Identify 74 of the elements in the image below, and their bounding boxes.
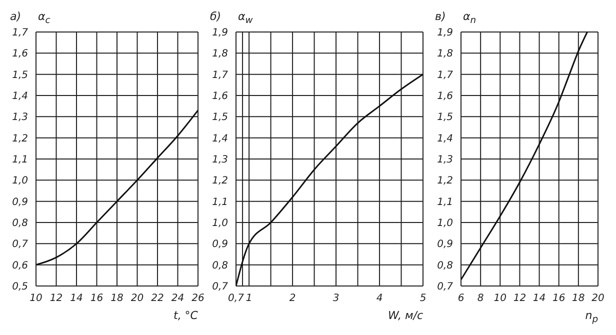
x-tick-label: 26 xyxy=(192,293,204,304)
y-tick-label: 1,3 xyxy=(212,154,228,166)
x-tick-label: 12 xyxy=(50,293,63,304)
line-series xyxy=(461,32,588,280)
y-tick-label: 0,6 xyxy=(12,260,28,272)
x-tick-label: 18 xyxy=(572,293,585,304)
x-tick-label: 22 xyxy=(151,293,164,304)
x-tick-label: 24 xyxy=(171,293,184,304)
y-tick-label: 0,8 xyxy=(212,260,228,272)
y-tick-label: 1,5 xyxy=(437,112,453,124)
y-tick-label: 1,7 xyxy=(212,70,229,81)
x-tick-label: 12 xyxy=(513,293,526,304)
x-tick-label: 10 xyxy=(494,293,507,304)
x-tick-label: 2 xyxy=(289,293,296,304)
x-tick-label: 10 xyxy=(30,293,42,304)
y-tick-label: 1,0 xyxy=(212,218,228,230)
y-tick-label: 0,9 xyxy=(212,239,228,250)
chart-title: б) xyxy=(210,10,222,23)
y-tick-label: 1,0 xyxy=(12,176,28,187)
x-tick-label: 4 xyxy=(376,293,383,304)
y-tick-label: 1,5 xyxy=(12,70,28,81)
y-tick-label: 1,0 xyxy=(437,218,453,230)
y-tick-label: 1,9 xyxy=(437,28,453,39)
y-tick-label: 1,3 xyxy=(12,112,28,124)
x-tick-label: 0,7 xyxy=(228,293,245,304)
chart-title: в) xyxy=(435,10,446,23)
y-tick-label: 0,5 xyxy=(12,282,28,293)
y-tick-label: 1,2 xyxy=(12,133,28,144)
y-tick-label: 1,8 xyxy=(437,48,453,60)
y-tick-label: 1,1 xyxy=(12,154,28,166)
y-tick-label: 1,8 xyxy=(212,48,228,60)
y-tick-label: 0,7 xyxy=(437,282,454,293)
x-tick-label: 3 xyxy=(332,293,340,304)
y-tick-label: 1,2 xyxy=(212,176,228,187)
y-axis-title: α$_{n}$ xyxy=(463,10,476,26)
y-tick-label: 1,4 xyxy=(212,133,228,144)
y-tick-label: 1,9 xyxy=(212,28,228,39)
x-tick-label: 6 xyxy=(458,293,464,304)
y-tick-label: 0,9 xyxy=(12,196,28,208)
x-tick-label: 1 xyxy=(246,293,252,304)
y-tick-label: 0,8 xyxy=(437,260,453,272)
y-tick-label: 0,7 xyxy=(212,282,229,293)
y-tick-label: 1,7 xyxy=(437,70,454,81)
chart-title: а) xyxy=(10,10,22,23)
y-tick-label: 1,7 xyxy=(12,28,29,39)
x-tick-label: 14 xyxy=(70,293,83,304)
y-tick-label: 0,8 xyxy=(12,218,28,230)
y-axis-title: α$_{w}$ xyxy=(238,10,253,26)
y-tick-label: 0,9 xyxy=(437,239,453,250)
y-tick-label: 1,1 xyxy=(437,196,453,208)
line-series xyxy=(36,110,198,266)
x-tick-label: 8 xyxy=(477,293,484,304)
line-series xyxy=(236,74,423,286)
y-tick-label: 1,3 xyxy=(437,154,453,166)
y-axis-title: α$_{c}$ xyxy=(38,10,50,26)
x-tick-label: 16 xyxy=(552,293,566,304)
y-tick-label: 1,6 xyxy=(212,91,228,102)
x-tick-label: 20 xyxy=(592,293,604,304)
y-tick-label: 1,1 xyxy=(212,196,228,208)
x-tick-label: 16 xyxy=(90,293,104,304)
y-tick-label: 1,4 xyxy=(12,91,28,102)
y-tick-label: 1,6 xyxy=(437,91,453,102)
y-tick-label: 1,2 xyxy=(437,176,453,187)
y-tick-label: 1,5 xyxy=(212,112,228,124)
x-axis-title: t, °C xyxy=(174,309,198,322)
y-tick-label: 1,6 xyxy=(12,48,28,60)
x-axis-title: n$_{р}$ xyxy=(585,309,598,326)
x-tick-label: 20 xyxy=(130,293,144,304)
x-tick-label: 5 xyxy=(420,293,426,304)
x-tick-label: 18 xyxy=(110,293,124,304)
y-tick-label: 1,4 xyxy=(437,133,453,144)
x-tick-label: 14 xyxy=(532,293,546,304)
y-tick-label: 0,7 xyxy=(12,239,29,250)
x-axis-title: W, м/с xyxy=(388,309,423,322)
